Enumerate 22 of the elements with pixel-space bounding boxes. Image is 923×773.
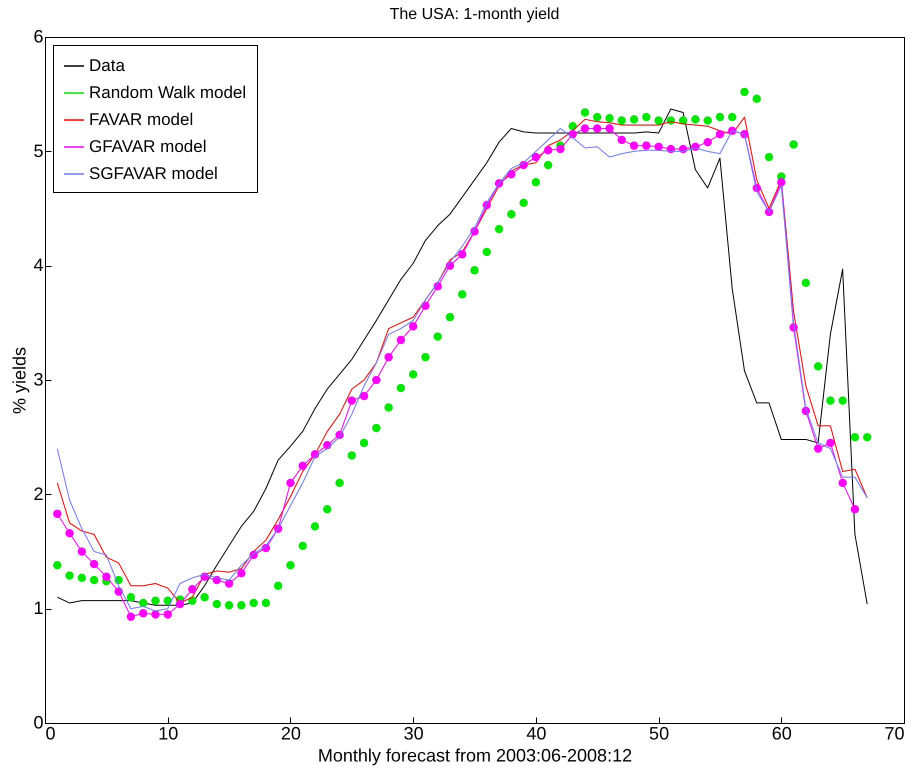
x-tick-label: 40 (526, 724, 546, 744)
legend-label: GFAVAR model (89, 137, 206, 156)
x-tick-label: 60 (772, 724, 792, 744)
x-tick-label: 30 (404, 724, 424, 744)
y-tick-label: 3 (33, 370, 44, 390)
legend-label: FAVAR model (89, 110, 194, 129)
x-axis-title: Monthly forecast from 2003:06-2008:12 (318, 746, 632, 766)
x-tick-label: 10 (158, 724, 178, 744)
chart-title: The USA: 1-month yield (390, 6, 560, 23)
x-tick-label: 50 (649, 724, 670, 744)
x-tick-label: 0 (46, 724, 56, 744)
legend-label: Data (89, 56, 126, 75)
y-tick-label: 6 (33, 26, 44, 46)
x-tick-label: 20 (280, 724, 301, 744)
y-tick-label: 5 (33, 140, 44, 161)
y-tick-label: 4 (33, 255, 44, 276)
y-tick-label: 1 (33, 598, 44, 618)
y-tick-label: 2 (33, 484, 44, 504)
x-tick-label: 70 (884, 724, 904, 744)
legend-label: SGFAVAR model (89, 164, 218, 183)
legend-label: Random Walk model (89, 83, 246, 102)
y-axis-title: % yields (9, 346, 30, 414)
